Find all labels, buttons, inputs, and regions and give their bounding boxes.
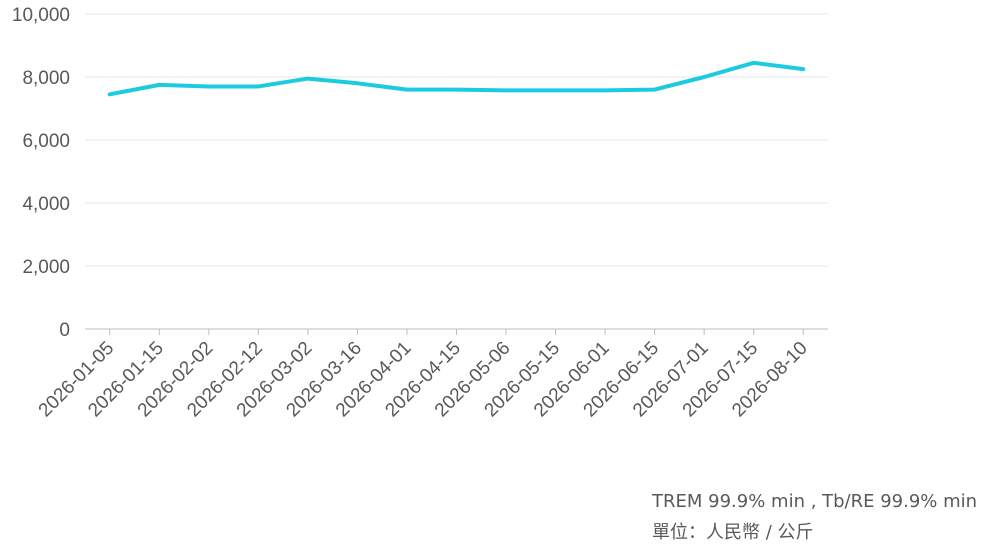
- y-tick-label: 8,000: [22, 68, 70, 89]
- unit-note: 單位：人民幣 / 公斤: [652, 522, 814, 543]
- y-tick-label: 2,000: [22, 257, 70, 278]
- x-axis-ticks: 2026-01-052026-01-152026-02-022026-02-12…: [35, 329, 812, 421]
- series-group: [107, 60, 806, 97]
- series-line: [107, 60, 806, 97]
- y-tick-label: 6,000: [22, 131, 70, 152]
- y-axis-ticks: 0 2,000 4,000 6,000 8,000 10,000: [12, 5, 70, 341]
- y-tick-label: 10,000: [12, 5, 70, 26]
- y-tick-label: 4,000: [22, 194, 70, 215]
- source-note: TREM 99.9% min , Tb/RE 99.9% min: [652, 491, 978, 512]
- gridlines: [85, 13, 828, 267]
- y-tick-label: 0: [59, 320, 70, 341]
